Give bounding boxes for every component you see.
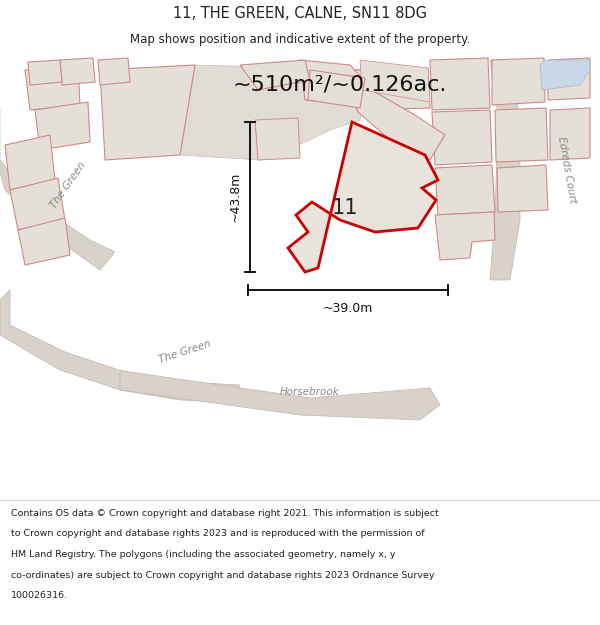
Polygon shape <box>120 370 440 420</box>
Polygon shape <box>540 60 590 90</box>
Text: Contains OS data © Crown copyright and database right 2021. This information is : Contains OS data © Crown copyright and d… <box>11 509 439 518</box>
Polygon shape <box>355 68 430 110</box>
Polygon shape <box>255 118 300 160</box>
Text: 11, THE GREEN, CALNE, SN11 8DG: 11, THE GREEN, CALNE, SN11 8DG <box>173 6 427 21</box>
Polygon shape <box>497 165 548 212</box>
Text: The Green: The Green <box>49 160 88 210</box>
Polygon shape <box>180 65 370 160</box>
Text: Edreds Court: Edreds Court <box>556 136 578 204</box>
Polygon shape <box>100 65 195 160</box>
Polygon shape <box>10 178 65 230</box>
Polygon shape <box>492 58 545 105</box>
Polygon shape <box>550 108 590 160</box>
Polygon shape <box>435 165 495 215</box>
Polygon shape <box>25 65 80 110</box>
Text: The Green: The Green <box>158 339 212 365</box>
Polygon shape <box>308 70 365 108</box>
Polygon shape <box>432 110 492 165</box>
Polygon shape <box>5 135 55 190</box>
Polygon shape <box>35 102 90 150</box>
Text: to Crown copyright and database rights 2023 and is reproduced with the permissio: to Crown copyright and database rights 2… <box>11 529 424 538</box>
Polygon shape <box>0 290 240 402</box>
Text: ~510m²/~0.126ac.: ~510m²/~0.126ac. <box>233 75 447 95</box>
Text: 11: 11 <box>332 198 358 218</box>
Polygon shape <box>18 218 70 265</box>
Polygon shape <box>430 58 490 110</box>
Polygon shape <box>60 58 95 85</box>
Polygon shape <box>490 60 520 280</box>
Text: ~39.0m: ~39.0m <box>323 302 373 315</box>
Polygon shape <box>240 60 310 90</box>
Polygon shape <box>0 105 115 270</box>
Polygon shape <box>288 122 438 272</box>
Text: HM Land Registry. The polygons (including the associated geometry, namely x, y: HM Land Registry. The polygons (includin… <box>11 550 395 559</box>
Text: co-ordinates) are subject to Crown copyright and database rights 2023 Ordnance S: co-ordinates) are subject to Crown copyr… <box>11 571 434 579</box>
Text: Map shows position and indicative extent of the property.: Map shows position and indicative extent… <box>130 32 470 46</box>
Polygon shape <box>300 60 445 160</box>
Polygon shape <box>98 58 130 85</box>
Polygon shape <box>548 58 590 100</box>
Polygon shape <box>435 212 495 260</box>
Polygon shape <box>360 60 430 102</box>
Polygon shape <box>495 108 548 162</box>
Text: ~43.8m: ~43.8m <box>229 172 242 222</box>
Text: 100026316.: 100026316. <box>11 591 68 600</box>
Text: Horsebrook: Horsebrook <box>280 387 340 397</box>
Polygon shape <box>28 60 62 85</box>
